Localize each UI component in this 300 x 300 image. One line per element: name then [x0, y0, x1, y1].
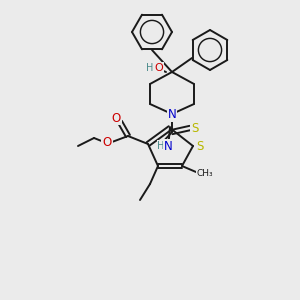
Text: CH₃: CH₃ [197, 169, 213, 178]
Text: H: H [157, 141, 165, 151]
Text: N: N [168, 109, 176, 122]
Text: H: H [146, 63, 154, 73]
Text: O: O [154, 63, 164, 73]
Text: S: S [191, 122, 199, 134]
Text: O: O [111, 112, 121, 124]
Text: O: O [102, 136, 112, 148]
Text: S: S [196, 140, 204, 152]
Text: N: N [164, 140, 172, 152]
